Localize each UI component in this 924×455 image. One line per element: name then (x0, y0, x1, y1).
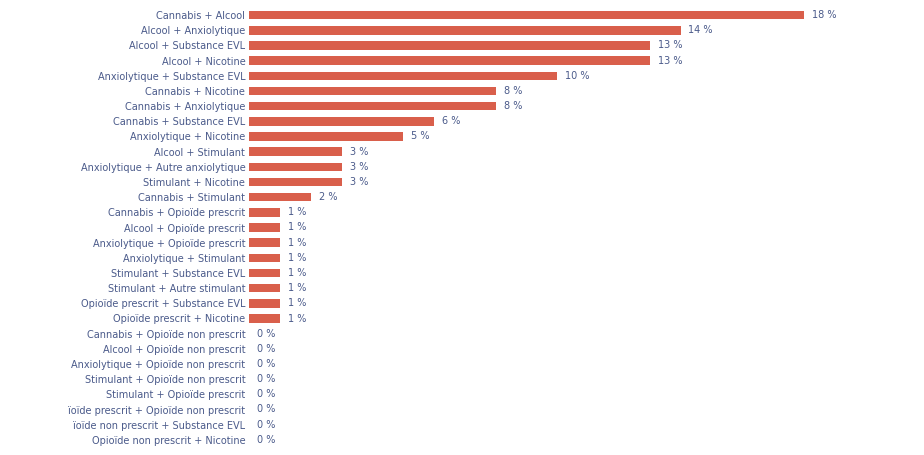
Text: 8 %: 8 % (504, 86, 522, 96)
Text: 5 %: 5 % (411, 131, 430, 142)
Bar (249, 87, 496, 95)
Text: 14 %: 14 % (688, 25, 713, 35)
Text: 3 %: 3 % (349, 162, 368, 172)
Bar (249, 238, 280, 247)
Bar (249, 208, 280, 217)
Text: 6 %: 6 % (442, 116, 460, 126)
Bar (249, 102, 496, 110)
Text: 1 %: 1 % (288, 253, 307, 263)
Text: 3 %: 3 % (349, 147, 368, 157)
Text: 13 %: 13 % (658, 40, 682, 51)
Text: 1 %: 1 % (288, 268, 307, 278)
Text: 0 %: 0 % (257, 329, 275, 339)
Bar (249, 132, 404, 141)
Text: 0 %: 0 % (257, 420, 275, 430)
Text: 0 %: 0 % (257, 435, 275, 445)
Text: 1 %: 1 % (288, 298, 307, 308)
Bar (249, 314, 280, 323)
Text: 1 %: 1 % (288, 313, 307, 324)
Bar (249, 284, 280, 292)
Text: 0 %: 0 % (257, 404, 275, 415)
Bar (249, 162, 342, 171)
Text: 10 %: 10 % (565, 71, 590, 81)
Bar (249, 299, 280, 308)
Text: 1 %: 1 % (288, 283, 307, 293)
Bar (249, 147, 342, 156)
Text: 0 %: 0 % (257, 389, 275, 399)
Text: 1 %: 1 % (288, 238, 307, 248)
Bar (249, 11, 804, 19)
Bar (249, 41, 650, 50)
Text: 0 %: 0 % (257, 344, 275, 354)
Text: 2 %: 2 % (319, 192, 337, 202)
Text: 8 %: 8 % (504, 101, 522, 111)
Bar (249, 26, 681, 35)
Bar (249, 269, 280, 277)
Bar (249, 223, 280, 232)
Text: 1 %: 1 % (288, 222, 307, 233)
Text: 13 %: 13 % (658, 56, 682, 66)
Text: 18 %: 18 % (811, 10, 836, 20)
Text: 0 %: 0 % (257, 359, 275, 369)
Text: 1 %: 1 % (288, 207, 307, 217)
Text: 3 %: 3 % (349, 177, 368, 187)
Bar (249, 71, 557, 80)
Bar (249, 117, 434, 126)
Bar (249, 254, 280, 262)
Text: 0 %: 0 % (257, 374, 275, 384)
Bar (249, 56, 650, 65)
Bar (249, 193, 311, 201)
Bar (249, 178, 342, 186)
